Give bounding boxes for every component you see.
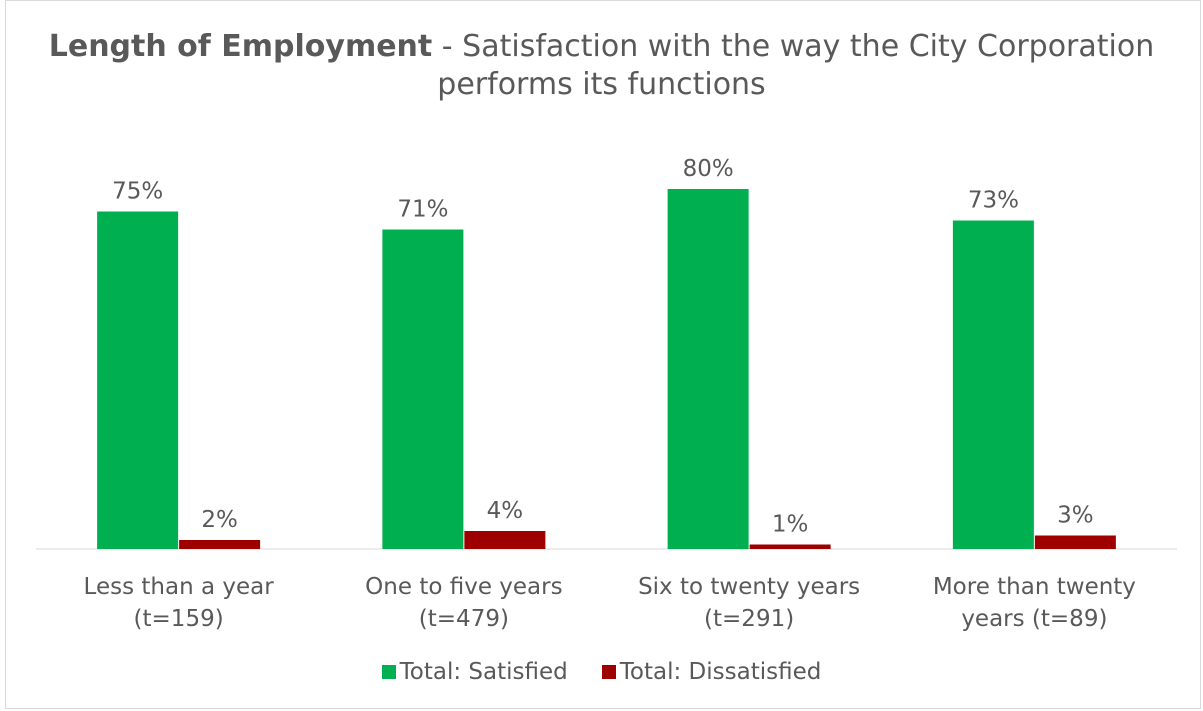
category-label-3-line-1: years (t=89) <box>961 606 1107 632</box>
legend-item-satisfied: Total: Satisfied <box>381 659 568 685</box>
bar-satisfied-0 <box>97 211 179 549</box>
data-label-satisfied-0: 75% <box>112 179 163 205</box>
data-label-satisfied-3: 73% <box>968 188 1019 214</box>
bar-dissatisfied-0 <box>179 540 261 549</box>
data-label-dissatisfied-3: 3% <box>1057 503 1094 529</box>
category-label-3-line-0: More than twenty <box>933 574 1136 600</box>
category-label-2-line-1: (t=291) <box>704 606 794 632</box>
bar-dissatisfied-1 <box>464 531 546 549</box>
category-label-2-line-0: Six to twenty years <box>638 574 860 600</box>
bar-dissatisfied-3 <box>1034 535 1116 549</box>
legend-swatch-satisfied <box>381 665 396 679</box>
data-label-dissatisfied-1: 4% <box>487 498 524 524</box>
category-label-0-line-0: Less than a year <box>84 574 275 600</box>
data-label-satisfied-2: 80% <box>683 156 734 182</box>
chart-title-rest: - Satisfaction with the way the City Cor… <box>432 29 1155 102</box>
legend: Total: Satisfied Total: Dissatisfied <box>0 659 1203 685</box>
chart-title: Length of Employment - Satisfaction with… <box>0 28 1203 104</box>
legend-label-dissatisfied: Total: Dissatisfied <box>619 659 822 685</box>
bar-dissatisfied-2 <box>749 544 831 549</box>
data-label-dissatisfied-0: 2% <box>201 507 238 533</box>
category-label-1-line-1: (t=479) <box>419 606 509 632</box>
data-label-dissatisfied-2: 1% <box>772 512 809 538</box>
category-label-1-line-0: One to five years <box>365 574 562 600</box>
legend-swatch-dissatisfied <box>601 665 616 679</box>
data-label-satisfied-1: 71% <box>397 197 448 223</box>
category-label-0-line-1: (t=159) <box>134 606 224 632</box>
legend-item-dissatisfied: Total: Dissatisfied <box>601 659 822 685</box>
legend-label-satisfied: Total: Satisfied <box>399 659 568 685</box>
bar-satisfied-3 <box>952 220 1034 549</box>
bar-satisfied-2 <box>667 189 749 549</box>
chart-title-bold: Length of Employment <box>48 29 433 64</box>
bar-satisfied-1 <box>382 229 464 549</box>
